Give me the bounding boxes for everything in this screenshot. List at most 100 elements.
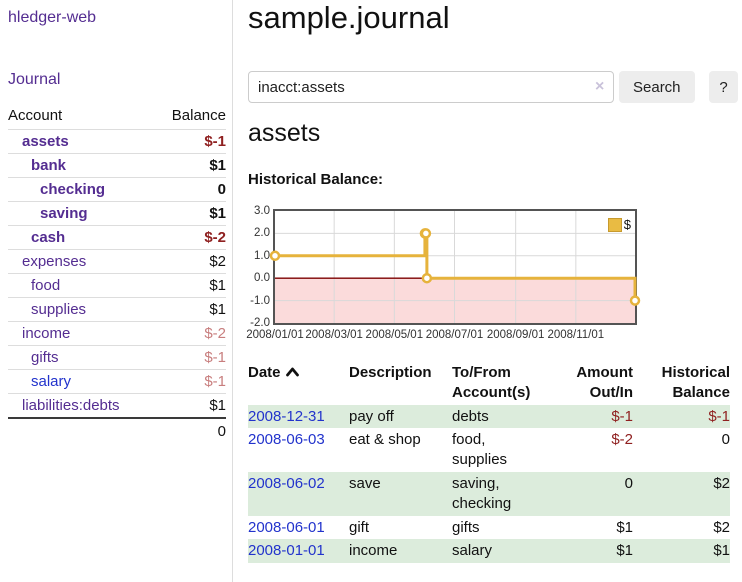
transaction-accounts: gifts — [452, 518, 480, 536]
account-row-checking: checking 0 — [8, 177, 226, 202]
accounts-total-row: 0 — [8, 417, 226, 444]
account-row-food: food $1 — [8, 273, 226, 298]
transaction-accounts: salary — [452, 542, 493, 560]
x-axis-tick-label: 2008/05/01 — [365, 329, 424, 341]
transaction-balance: $2 — [713, 474, 730, 492]
account-link-checking[interactable]: checking — [40, 181, 106, 198]
register-header-tofrom: To/From Account(s) — [452, 364, 531, 401]
account-row-gifts: gifts $-1 — [8, 345, 226, 370]
transaction-description: eat & shop — [349, 431, 421, 449]
sort-ascending-icon — [285, 367, 299, 377]
data-point-marker — [629, 295, 641, 306]
account-balance: $1 — [154, 297, 226, 322]
account-link-food[interactable]: food — [31, 277, 61, 294]
chart-heading: Historical Balance: — [248, 171, 384, 188]
register-table: Date Description To/From Account(s) Amou… — [248, 361, 730, 564]
y-axis-tick-label: -2.0 — [250, 317, 270, 329]
sidebar: hledger-web Journal Account Balance asse… — [0, 0, 233, 582]
y-axis-tick-label: 0.0 — [254, 272, 270, 285]
account-row-assets: assets $-1 — [8, 129, 226, 154]
register-header-balance: Historical Balance — [661, 364, 730, 401]
account-balance: $2 — [154, 249, 226, 274]
transaction-balance: $-1 — [708, 407, 730, 425]
register-header-amount: Amount Out/In — [576, 364, 633, 401]
account-link-supplies[interactable]: supplies — [31, 301, 87, 318]
transaction-balance: $2 — [713, 518, 730, 536]
transaction-description: save — [349, 474, 381, 492]
transaction-balance: $1 — [713, 542, 730, 560]
transaction-date-link[interactable]: 2008-01-01 — [248, 542, 325, 560]
account-link-bank[interactable]: bank — [31, 157, 67, 174]
account-balance: 0 — [154, 177, 226, 202]
account-row-supplies: supplies $1 — [8, 297, 226, 322]
x-axis-tick-label: 2008/01/01 — [246, 329, 304, 341]
transaction-accounts: debts — [452, 407, 489, 425]
data-point-marker — [269, 250, 281, 262]
transaction-date-link[interactable]: 2008-06-01 — [248, 518, 325, 536]
y-axis-tick-label: -1.0 — [250, 294, 270, 307]
account-link-liabilities-debts[interactable]: liabilities:debts — [22, 397, 120, 414]
sidebar-item-journal[interactable]: Journal — [8, 71, 61, 88]
register-header-date[interactable]: Date — [248, 361, 345, 405]
transaction-date-link[interactable]: 2008-06-03 — [248, 431, 325, 449]
transaction-balance: 0 — [721, 431, 730, 449]
account-link-income[interactable]: income — [22, 325, 71, 342]
app-title-link[interactable]: hledger-web — [8, 9, 97, 26]
transaction-date-link[interactable]: 2008-06-02 — [248, 474, 325, 492]
account-link-gifts[interactable]: gifts — [31, 349, 59, 366]
transaction-amount: $-1 — [611, 407, 633, 425]
transaction-amount: $1 — [616, 518, 633, 536]
register-row: 2008-01-01 income salary $1 $1 — [248, 539, 730, 564]
account-balance: $-2 — [154, 321, 226, 346]
balance-chart: $ — [269, 209, 641, 325]
account-row-cash: cash $-2 — [8, 225, 226, 250]
transaction-description: income — [349, 542, 398, 560]
balance-chart-canvas — [269, 211, 641, 323]
account-row-income: income $-2 — [8, 321, 226, 346]
account-row-liabilities-debts: liabilities:debts $1 — [8, 394, 226, 419]
transaction-date-link[interactable]: 2008-12-31 — [248, 407, 325, 425]
account-balance: $1 — [154, 201, 226, 226]
account-balance: $-1 — [154, 345, 226, 370]
register-row: 2008-06-02 save saving, checking 0 $2 — [248, 471, 730, 516]
account-balance: $-2 — [154, 225, 226, 250]
x-axis-tick-label: 2008/07/01 — [425, 329, 484, 341]
legend-swatch-icon — [607, 217, 622, 232]
transaction-description: gift — [349, 518, 370, 536]
transaction-amount: $1 — [616, 542, 633, 560]
register-row: 2008-06-03 eat & shop food, supplies $-2… — [248, 428, 730, 472]
x-axis-tick-label: 2008/11/01 — [547, 329, 605, 341]
account-link-expenses[interactable]: expenses — [22, 253, 87, 270]
search-button[interactable]: Search — [619, 71, 695, 103]
register-row: 2008-12-31 pay off debts $-1 $-1 — [248, 404, 730, 429]
transaction-accounts: saving, checking — [452, 474, 512, 512]
search-input[interactable] — [248, 71, 614, 103]
y-axis-tick-label: 3.0 — [254, 205, 270, 217]
y-axis-tick-label: 1.0 — [254, 249, 270, 262]
account-link-salary[interactable]: salary — [31, 373, 72, 390]
account-link-cash[interactable]: cash — [31, 229, 66, 246]
account-row-salary: salary $-1 — [8, 369, 226, 394]
account-balance: $1 — [209, 397, 226, 414]
x-axis-tick-label: 2008/09/01 — [486, 329, 545, 341]
account-link-saving[interactable]: saving — [40, 205, 88, 222]
y-axis-tick-label: 2.0 — [254, 227, 270, 240]
legend-label: $ — [623, 217, 631, 232]
accounts-header-balance: Balance — [154, 103, 226, 130]
account-row-expenses: expenses $2 — [8, 249, 226, 274]
x-axis-tick-label: 2008/03/01 — [305, 329, 363, 341]
account-link-assets[interactable]: assets — [22, 133, 69, 150]
chart-y-axis-labels: 3.0 2.0 1.0 0.0 -1.0 -2.0 — [236, 205, 270, 329]
account-balance: $-1 — [154, 369, 226, 394]
register-header-description: Description — [349, 364, 432, 381]
account-balance: $1 — [154, 273, 226, 298]
transaction-amount: 0 — [624, 474, 633, 492]
clear-search-icon[interactable]: × — [595, 78, 605, 95]
accounts-total-value: 0 — [154, 417, 226, 444]
account-balance: $1 — [154, 153, 226, 178]
register-header-date-label: Date — [248, 364, 281, 381]
transaction-accounts: food, supplies — [452, 431, 508, 469]
chart-x-axis-labels: 2008/01/01 2008/03/01 2008/05/01 2008/07/01… — [246, 329, 635, 343]
search-help-button[interactable]: ? — [709, 71, 738, 103]
transaction-amount: $-2 — [611, 431, 633, 449]
